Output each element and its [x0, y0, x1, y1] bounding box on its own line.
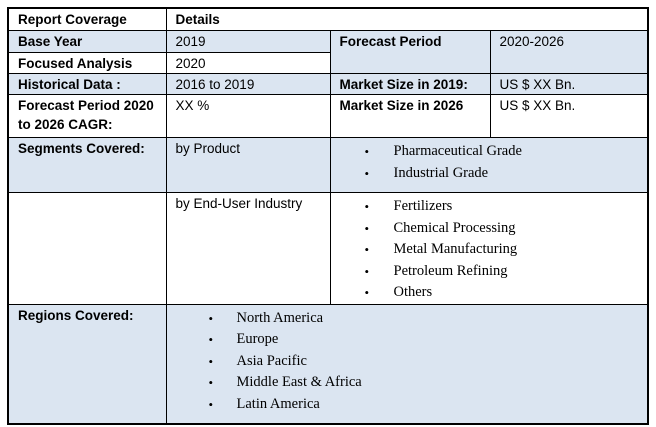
list-item: • Europe	[176, 329, 640, 351]
bullet-icon: •	[364, 144, 370, 159]
bullet-icon: •	[364, 165, 370, 181]
bullet-icon: •	[364, 263, 370, 279]
list-item: • Petroleum Refining	[340, 261, 640, 283]
list-item: • Others	[340, 282, 640, 303]
regions-items-cell: • North America • Europe • Asia Pacific …	[165, 303, 649, 424]
market-size-2026-value: US $ XX Bn.	[489, 94, 649, 138]
historical-data-row: Historical Data : 2016 to 2019 Market Si…	[7, 73, 649, 95]
segments-product-row: Segments Covered: by Product • Pharmaceu…	[7, 137, 649, 193]
bullet-icon: •	[208, 332, 214, 347]
list-item: • Chemical Processing	[340, 218, 640, 240]
segments-enduser-row: by End-User Industry • Fertilizers • Che…	[7, 192, 649, 305]
cagr-row: Forecast Period 2020 to 2026 CAGR: XX % …	[7, 94, 649, 138]
segment-product-items-cell: • Pharmaceutical Grade • Industrial Grad…	[329, 137, 649, 193]
list-item: • North America	[176, 308, 640, 330]
region-item-label: Middle East & Africa	[236, 374, 362, 390]
report-coverage-table: Report Coverage Details Base Year 2019 F…	[7, 7, 650, 425]
historical-data-value: 2016 to 2019	[165, 73, 331, 95]
segment-group-enduser: by End-User Industry	[165, 192, 331, 305]
region-item-label: Latin America	[236, 395, 320, 412]
bullet-icon: •	[208, 375, 214, 390]
list-item: • Latin America	[176, 394, 640, 416]
segment-group-product: by Product	[165, 137, 331, 193]
market-size-2026-label: Market Size in 2026	[329, 94, 491, 138]
base-year-row: Base Year 2019 Forecast Period 2020-2026	[7, 30, 649, 74]
forecast-period-value: 2020-2026	[489, 30, 649, 74]
list-item: • Pharmaceutical Grade	[340, 141, 640, 163]
segment-item-label: Metal Manufacturing	[393, 241, 518, 257]
region-item-label: Europe	[236, 331, 279, 347]
market-size-2019-label: Market Size in 2019:	[329, 73, 491, 95]
list-item: • Fertilizers	[340, 196, 640, 218]
region-item-label: North America	[236, 309, 324, 326]
product-grade-list: • Pharmaceutical Grade • Industrial Grad…	[340, 141, 640, 184]
forecast-period-label: Forecast Period	[329, 30, 491, 74]
header-details: Details	[165, 7, 649, 31]
bullet-icon: •	[208, 310, 214, 326]
regions-covered-label: Regions Covered:	[7, 303, 167, 424]
list-item: • Industrial Grade	[340, 163, 640, 185]
bullet-icon: •	[364, 285, 370, 300]
base-year-label: Base Year	[7, 30, 167, 53]
bullet-icon: •	[364, 199, 370, 214]
region-item-label: Asia Pacific	[236, 352, 307, 369]
base-year-value: 2019	[165, 30, 331, 53]
bullet-icon: •	[208, 353, 214, 369]
list-item: • Metal Manufacturing	[340, 239, 640, 261]
header-row: Report Coverage Details	[7, 7, 649, 31]
header-report-coverage: Report Coverage	[7, 7, 167, 31]
regions-list: • North America • Europe • Asia Pacific …	[176, 308, 640, 416]
bullet-icon: •	[364, 242, 370, 257]
list-item: • Middle East & Africa	[176, 372, 640, 394]
end-user-industry-list: • Fertilizers • Chemical Processing • Me…	[340, 196, 640, 303]
segment-enduser-items-cell: • Fertilizers • Chemical Processing • Me…	[329, 192, 649, 305]
segment-item-label: Pharmaceutical Grade	[393, 143, 522, 159]
segment-item-label: Others	[393, 284, 433, 300]
segment-item-label: Industrial Grade	[393, 164, 489, 181]
empty-cell	[7, 192, 167, 305]
bullet-icon: •	[364, 220, 370, 236]
cagr-label: Forecast Period 2020 to 2026 CAGR:	[7, 94, 167, 138]
segment-item-label: Petroleum Refining	[393, 262, 508, 279]
cagr-value: XX %	[165, 94, 331, 138]
historical-data-label: Historical Data :	[7, 73, 167, 95]
segment-item-label: Chemical Processing	[393, 219, 516, 236]
regions-row: Regions Covered: • North America • Europ…	[7, 303, 649, 424]
bullet-icon: •	[208, 396, 214, 412]
segments-covered-label: Segments Covered:	[7, 137, 167, 193]
list-item: • Asia Pacific	[176, 351, 640, 373]
market-size-2019-value: US $ XX Bn.	[489, 73, 649, 95]
focused-analysis-label: Focused Analysis	[7, 52, 167, 74]
segment-item-label: Fertilizers	[393, 198, 453, 214]
focused-analysis-value: 2020	[165, 52, 331, 74]
